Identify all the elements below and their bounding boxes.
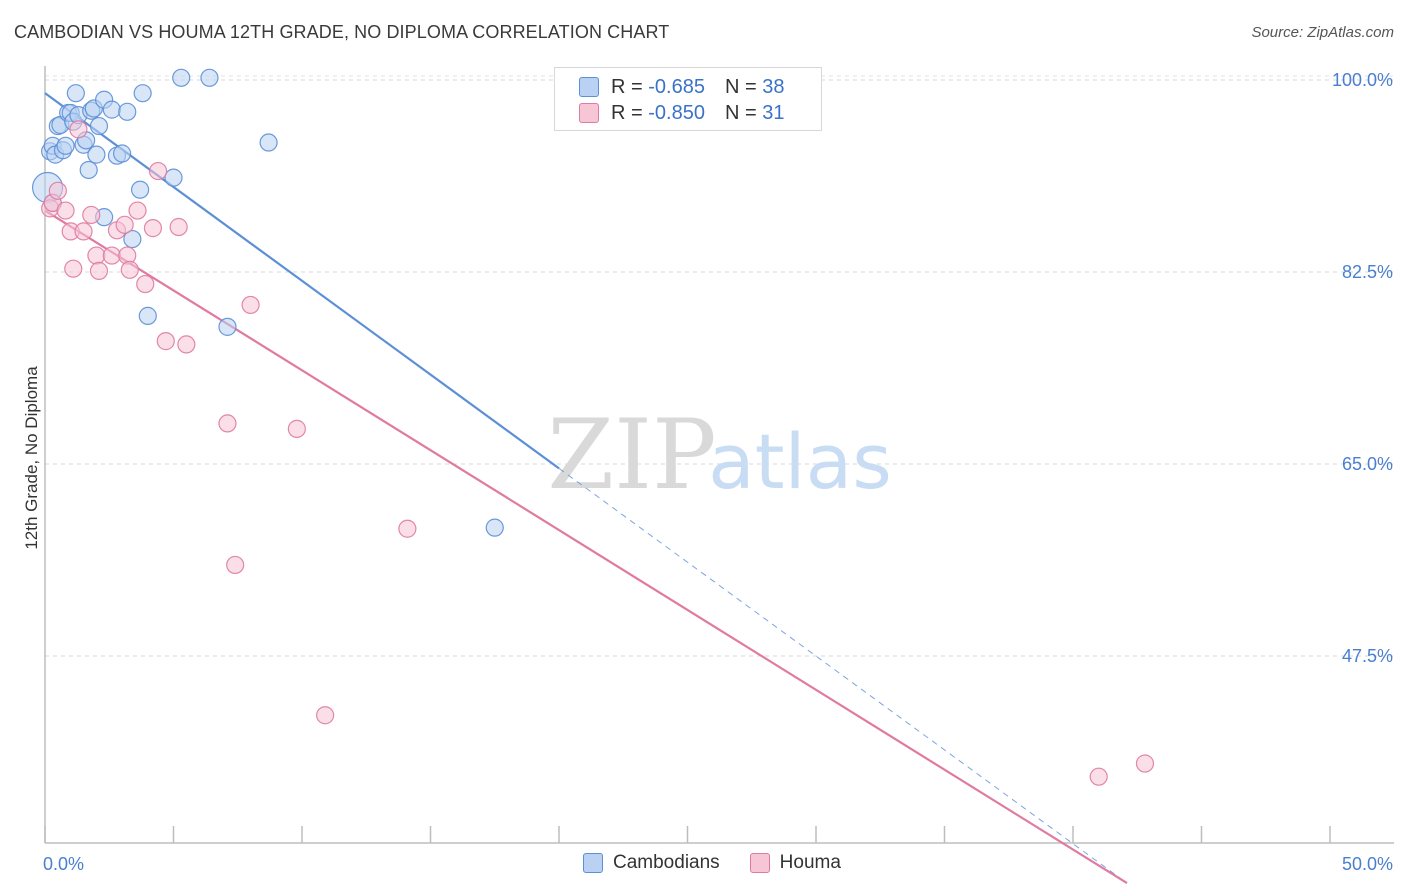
y-tick-label: 100.0% [1332,70,1393,90]
point-houma [316,706,335,725]
correlation-legend: R = -0.685 N = 38 R = -0.850 N = 31 [554,67,822,131]
point-cambodians [79,160,98,180]
trend-lines [44,92,1128,885]
point-houma [177,335,196,354]
trend-line-houma [44,209,1128,885]
legend-label-houma: Houma [779,852,841,873]
watermark-atlas: atlas [708,417,892,506]
legend-item-cambodians[interactable]: Cambodians [583,852,720,874]
x-tick-label-max: 50.0% [1342,854,1393,874]
y-tick-label: 47.5% [1342,646,1393,666]
legend-r-value: -0.685 [648,75,705,98]
y-tick-label: 65.0% [1342,454,1393,474]
point-houma [89,261,109,281]
point-cambodians [56,136,75,155]
y-tick-label: 82.5% [1342,262,1393,282]
point-cambodians [112,144,132,163]
point-houma [169,217,188,237]
point-houma [226,555,245,575]
point-houma [136,274,155,294]
gridlines [45,75,1394,657]
point-houma [287,419,306,438]
legend-n-value: 31 [762,101,785,124]
point-houma [102,246,121,265]
point-cambodians [87,145,106,164]
legend-n-label: N = [724,75,757,98]
point-cambodians [130,180,150,199]
watermark-zip: ZIP [547,399,716,511]
point-houma [128,201,147,220]
point-cambodians [485,518,504,537]
data-points [31,68,1155,786]
legend-n-label: N = [724,101,757,124]
point-houma [1089,767,1108,786]
legend-swatch-houma [749,853,770,873]
legend-swatch-cambodians [583,853,603,873]
y-axis-label: 12th Grade, No Diploma [22,366,41,550]
point-houma [64,259,83,278]
point-cambodians [164,168,183,187]
point-houma [143,219,163,238]
point-cambodians [218,317,237,336]
point-houma [82,205,101,225]
legend-n-value: 38 [762,75,785,98]
point-cambodians [172,68,191,87]
point-houma [398,519,417,538]
trend-extension-cambodians [558,467,1128,884]
legend-r-value: -0.850 [648,101,705,124]
legend-item-houma[interactable]: Houma [749,852,841,874]
legend-swatch-houma [579,103,599,123]
series-legend: Cambodians Houma [583,852,871,874]
legend-label-cambodians: Cambodians [613,852,720,873]
chart-title: CAMBODIAN VS HOUMA 12TH GRADE, NO DIPLOM… [14,22,670,42]
point-houma [74,222,93,241]
watermark: ZIP atlas [547,399,891,511]
point-cambodians [118,102,137,121]
legend-row-cambodians: R = -0.685 N = 38 [579,74,784,100]
point-houma [241,295,260,315]
axis-labels: 100.0% 82.5% 65.0% 47.5% 0.0% 50.0% 12th Grade… [22,70,1393,874]
point-houma [48,181,67,200]
x-tick-label-min: 0.0% [43,854,84,874]
legend-row-houma: R = -0.850 N = 31 [579,100,784,126]
legend-swatch-cambodians [579,77,599,97]
legend-r-label: R = [611,101,643,124]
point-houma [69,120,88,139]
point-houma [148,161,168,181]
point-cambodians [259,133,278,152]
point-houma [115,215,134,234]
point-houma [218,414,237,433]
point-houma [1135,754,1155,773]
point-cambodians [133,84,152,103]
point-cambodians [102,100,121,119]
point-cambodians [89,116,109,136]
point-houma [156,332,175,351]
point-houma [56,201,75,220]
point-cambodians [200,68,219,87]
point-houma [87,246,106,265]
source-label: Source: ZipAtlas.com [1251,24,1394,41]
point-cambodians [66,84,85,103]
point-cambodians [123,229,142,249]
point-cambodians [138,306,157,325]
point-houma [120,260,139,279]
legend-r-label: R = [611,75,643,98]
